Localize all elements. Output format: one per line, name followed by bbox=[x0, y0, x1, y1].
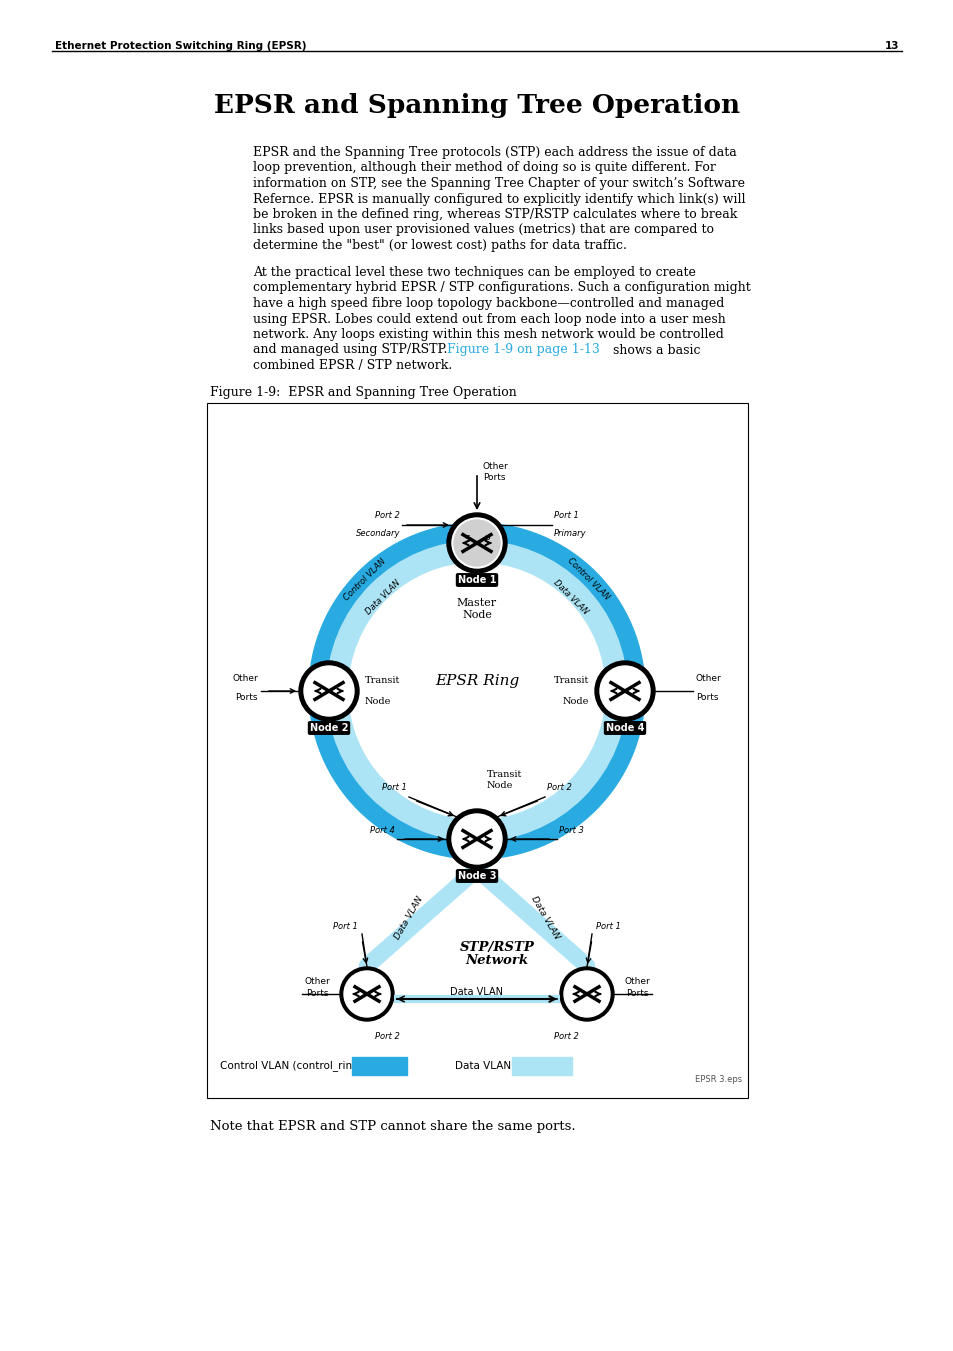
Text: Node: Node bbox=[562, 697, 588, 707]
Text: information on STP, see the Spanning Tree Chapter of your switch’s Software: information on STP, see the Spanning Tre… bbox=[253, 177, 744, 190]
Circle shape bbox=[447, 513, 506, 573]
Text: Other: Other bbox=[304, 977, 330, 986]
Circle shape bbox=[339, 967, 394, 1021]
Text: Data VLAN: Data VLAN bbox=[450, 988, 503, 997]
Text: combined EPSR / STP network.: combined EPSR / STP network. bbox=[253, 359, 452, 372]
Text: Ports: Ports bbox=[305, 989, 328, 998]
Text: S: S bbox=[464, 535, 470, 544]
Text: Other: Other bbox=[232, 674, 257, 684]
Circle shape bbox=[327, 540, 626, 842]
Circle shape bbox=[304, 666, 354, 716]
Bar bbox=[352, 1056, 407, 1075]
Text: STP/RSTP: STP/RSTP bbox=[459, 942, 534, 954]
Text: Figure 1-9 on page 1-13: Figure 1-9 on page 1-13 bbox=[447, 343, 599, 357]
Text: Port 1: Port 1 bbox=[596, 921, 620, 931]
Text: Transit: Transit bbox=[553, 676, 588, 685]
Text: Other: Other bbox=[623, 977, 649, 986]
Text: Data VLAN: Data VLAN bbox=[363, 578, 401, 616]
Text: Other: Other bbox=[696, 674, 721, 684]
Text: Port 2: Port 2 bbox=[375, 1032, 399, 1042]
Text: determine the "best" (or lowest cost) paths for data traffic.: determine the "best" (or lowest cost) pa… bbox=[253, 239, 626, 253]
Text: Port 3: Port 3 bbox=[558, 825, 583, 835]
Circle shape bbox=[599, 666, 649, 716]
Text: Node 3: Node 3 bbox=[457, 871, 496, 881]
Text: Master
Node: Master Node bbox=[456, 598, 497, 620]
Text: Other: Other bbox=[482, 462, 508, 471]
Text: links based upon user provisioned values (metrics) that are compared to: links based upon user provisioned values… bbox=[253, 223, 713, 236]
Text: Port 1: Port 1 bbox=[333, 921, 357, 931]
Text: Node: Node bbox=[365, 697, 391, 707]
Text: Port 1: Port 1 bbox=[382, 784, 407, 792]
Text: Data VLAN: Data VLAN bbox=[552, 578, 590, 616]
Circle shape bbox=[595, 661, 655, 721]
Bar bbox=[207, 403, 747, 1098]
Text: EPSR and Spanning Tree Operation: EPSR and Spanning Tree Operation bbox=[213, 93, 740, 118]
Text: using EPSR. Lobes could extend out from each loop node into a user mesh: using EPSR. Lobes could extend out from … bbox=[253, 312, 725, 326]
Circle shape bbox=[559, 967, 614, 1021]
Text: be broken in the defined ring, whereas STP/RSTP calculates where to break: be broken in the defined ring, whereas S… bbox=[253, 208, 737, 222]
Text: Ports: Ports bbox=[696, 693, 718, 703]
Text: and managed using STP/RSTP.: and managed using STP/RSTP. bbox=[253, 343, 451, 357]
Text: Control VLAN: Control VLAN bbox=[342, 557, 388, 603]
Text: Data VLAN: Data VLAN bbox=[529, 894, 560, 940]
Text: Data VLAN: Data VLAN bbox=[393, 894, 424, 940]
Text: Data VLAN: Data VLAN bbox=[455, 1061, 511, 1071]
Circle shape bbox=[452, 517, 501, 567]
Circle shape bbox=[349, 563, 604, 819]
Text: loop prevention, although their method of doing so is quite different. For: loop prevention, although their method o… bbox=[253, 162, 715, 174]
Text: EPSR and the Spanning Tree protocols (STP) each address the issue of data: EPSR and the Spanning Tree protocols (ST… bbox=[253, 146, 736, 159]
Text: Node 4: Node 4 bbox=[605, 723, 643, 734]
Text: Ethernet Protection Switching Ring (EPSR): Ethernet Protection Switching Ring (EPSR… bbox=[55, 41, 306, 51]
Circle shape bbox=[563, 971, 609, 1017]
Text: Control VLAN (control_ring): Control VLAN (control_ring) bbox=[220, 1061, 362, 1071]
Text: Port 2: Port 2 bbox=[546, 784, 571, 792]
Text: Network: Network bbox=[465, 954, 528, 967]
Text: EPSR Ring: EPSR Ring bbox=[435, 674, 518, 688]
Bar bbox=[512, 1056, 572, 1075]
Text: Port 1: Port 1 bbox=[554, 511, 578, 520]
Circle shape bbox=[447, 809, 506, 869]
Circle shape bbox=[298, 661, 358, 721]
Text: Control VLAN: Control VLAN bbox=[565, 557, 611, 603]
Text: Node 2: Node 2 bbox=[310, 723, 348, 734]
Text: Ports: Ports bbox=[625, 989, 648, 998]
Text: Port 2: Port 2 bbox=[375, 511, 399, 520]
Text: Ports: Ports bbox=[235, 693, 257, 703]
Text: Transit: Transit bbox=[486, 770, 522, 780]
Text: have a high speed fibre loop topology backbone—controlled and managed: have a high speed fibre loop topology ba… bbox=[253, 297, 723, 309]
Text: Port 4: Port 4 bbox=[370, 825, 395, 835]
Text: Transit: Transit bbox=[365, 676, 400, 685]
Text: 13: 13 bbox=[883, 41, 898, 51]
Circle shape bbox=[452, 815, 501, 865]
Circle shape bbox=[344, 971, 390, 1017]
Text: shows a basic: shows a basic bbox=[608, 343, 700, 357]
Text: Port 2: Port 2 bbox=[554, 1032, 578, 1042]
Text: network. Any loops existing within this mesh network would be controlled: network. Any loops existing within this … bbox=[253, 328, 723, 340]
Text: P: P bbox=[484, 535, 489, 544]
Text: Secondary: Secondary bbox=[355, 530, 399, 538]
Text: EPSR 3.eps: EPSR 3.eps bbox=[694, 1075, 741, 1084]
Text: Primary: Primary bbox=[554, 530, 586, 538]
Text: Note that EPSR and STP cannot share the same ports.: Note that EPSR and STP cannot share the … bbox=[210, 1120, 575, 1133]
Text: At the practical level these two techniques can be employed to create: At the practical level these two techniq… bbox=[253, 266, 695, 280]
Circle shape bbox=[454, 520, 499, 566]
Text: Refernce. EPSR is manually configured to explicitly identify which link(s) will: Refernce. EPSR is manually configured to… bbox=[253, 192, 744, 205]
Text: Node 1: Node 1 bbox=[457, 576, 496, 585]
Text: complementary hybrid EPSR / STP configurations. Such a configuration might: complementary hybrid EPSR / STP configur… bbox=[253, 281, 750, 295]
Text: Figure 1-9:  EPSR and Spanning Tree Operation: Figure 1-9: EPSR and Spanning Tree Opera… bbox=[210, 386, 517, 399]
Circle shape bbox=[309, 523, 644, 859]
Text: Node: Node bbox=[486, 781, 513, 790]
Text: Ports: Ports bbox=[482, 473, 505, 482]
